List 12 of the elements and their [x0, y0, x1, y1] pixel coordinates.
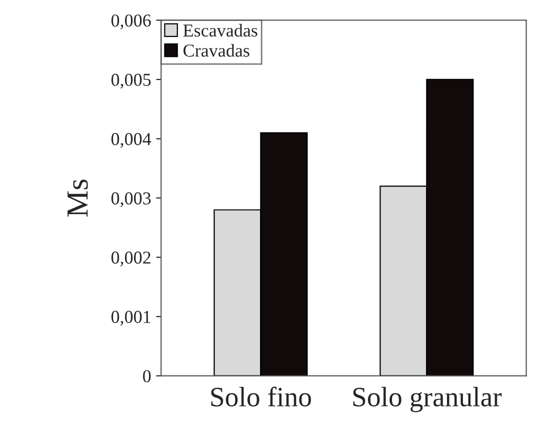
- y-tick-label: 0: [143, 370, 151, 382]
- y-tick-label: 0,005: [111, 74, 151, 89]
- y-tick-label: 0,003: [111, 192, 151, 208]
- y-tick-label: 0,002: [111, 252, 150, 266]
- legend-label: Escavadas: [183, 24, 258, 37]
- legend-label: Cravadas: [184, 44, 250, 57]
- y-axis-title: Ms: [68, 180, 88, 217]
- y-tick-label: 0,004: [111, 133, 152, 148]
- y-tick-label: 0,006: [111, 14, 151, 30]
- x-tick-label: Solo granular: [353, 386, 502, 412]
- x-tick-label: Solo fino: [211, 386, 311, 406]
- y-tick-label: 0,001: [111, 310, 150, 326]
